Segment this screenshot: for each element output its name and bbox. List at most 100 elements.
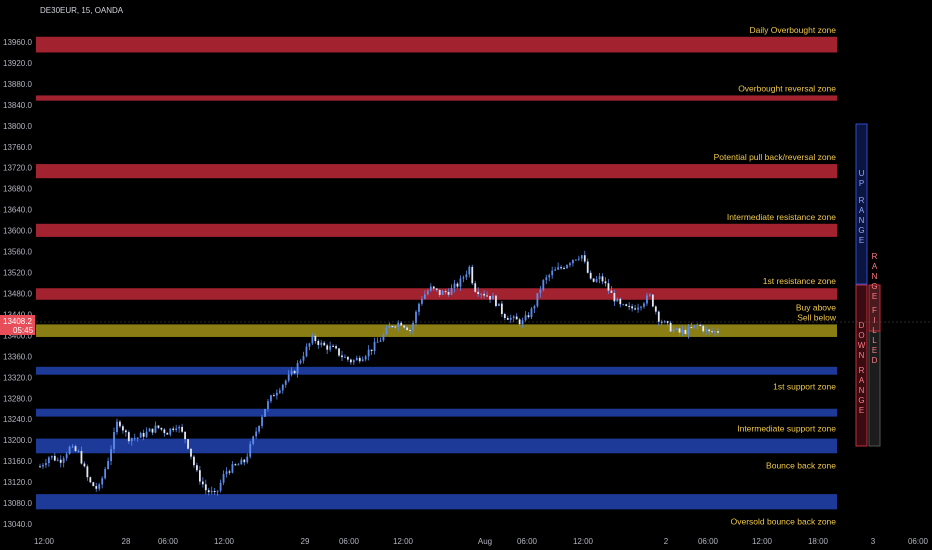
candle-body: [415, 311, 417, 323]
candle-body: [406, 327, 409, 331]
candle-body: [391, 326, 394, 328]
candle-body: [213, 490, 216, 492]
candle-body: [39, 466, 41, 468]
candle-body: [364, 356, 367, 360]
zones-layer: [36, 36, 837, 510]
candle-body: [637, 307, 639, 310]
candle-body: [121, 426, 124, 431]
candle-body: [296, 363, 299, 374]
candle-body: [711, 331, 713, 333]
candle-body: [302, 356, 305, 361]
candle-body: [376, 341, 379, 343]
range-filled-range-label: N: [872, 272, 878, 281]
range-down-label: N: [859, 351, 865, 360]
candle-body: [249, 443, 252, 457]
candle-body: [367, 349, 370, 357]
candle-body: [116, 421, 118, 432]
range-up-range-label: G: [858, 226, 864, 235]
zone-band-6: [36, 366, 837, 375]
candle-body: [252, 436, 255, 444]
candle-body: [272, 395, 275, 397]
range-filled-label: L: [872, 336, 877, 345]
range-filled-range-label: A: [872, 262, 878, 271]
candle-body: [53, 455, 56, 461]
range-up-range-label: R: [859, 196, 865, 205]
range-filled-label: E: [872, 346, 877, 355]
x-tick-14: 3: [871, 537, 876, 546]
price-tag: 13408.2 05:45: [0, 315, 35, 335]
candle-body: [577, 258, 580, 260]
candle-body: [388, 326, 391, 329]
x-tick-6: 12:00: [393, 537, 414, 546]
zone-band-2: [36, 164, 837, 179]
candle-body: [201, 481, 204, 485]
candle-body: [95, 486, 98, 489]
candle-body: [181, 426, 184, 432]
candle-body: [717, 331, 719, 333]
candle-body: [373, 341, 376, 351]
candle-body: [489, 295, 491, 300]
candle-body: [592, 278, 595, 282]
candle-body: [89, 477, 92, 483]
candle-body: [326, 345, 329, 350]
candle-body: [539, 289, 542, 294]
candle-body: [71, 446, 74, 448]
y-tick-16: 13680.0: [3, 185, 32, 194]
y-tick-23: 13960.0: [3, 38, 32, 47]
candle-body: [693, 325, 696, 328]
candle-body: [98, 484, 101, 489]
down-range-bar: [855, 284, 868, 447]
x-axis: 12:00 28 06:00 12:00 29 06:00 12:00 Aug 06:00 12:…: [34, 537, 929, 546]
candle-body: [382, 334, 385, 341]
candle-body: [193, 456, 195, 466]
candle-body: [643, 303, 645, 307]
candle-body: [495, 295, 497, 306]
zone-label-8: Bounce back zone: [766, 460, 836, 470]
candle-body: [130, 437, 133, 442]
zone-label-4: 1st resistance zone: [763, 276, 837, 286]
zone-label-2: Potential pull back/reversal zone: [714, 152, 837, 162]
x-tick-9: 12:00: [573, 537, 594, 546]
candle-body: [696, 324, 699, 326]
candle-body: [42, 465, 44, 467]
candle-body: [441, 291, 444, 295]
y-tick-22: 13920.0: [3, 59, 32, 68]
candle-body: [225, 471, 228, 475]
candle-body: [533, 306, 536, 309]
candle-body: [352, 360, 355, 363]
price-tag-box: [0, 315, 35, 335]
candle-body: [465, 274, 468, 278]
x-tick-10: 2: [664, 537, 669, 546]
range-filled-label: F: [872, 306, 877, 315]
candle-body: [589, 272, 592, 279]
candle-body: [477, 291, 480, 295]
candle-body: [190, 448, 192, 457]
x-tick-5: 06:00: [339, 537, 360, 546]
candle-body: [622, 304, 625, 306]
candle-body: [572, 259, 574, 264]
y-tick-19: 13800.0: [3, 122, 32, 131]
range-up-label: U: [859, 169, 865, 178]
candle-body: [344, 356, 346, 358]
candle-body: [110, 449, 112, 462]
candle-body: [308, 343, 311, 347]
candle-body: [160, 427, 163, 430]
zone-label-1: Overbought reversal zone: [738, 83, 836, 93]
range-filled-label: D: [872, 356, 878, 365]
range-down-range-label: R: [859, 366, 865, 375]
candle-body: [329, 345, 332, 350]
candle-body: [453, 283, 456, 288]
candle-body: [113, 431, 115, 450]
range-filled-portion: [868, 284, 881, 332]
range-up-range-label: E: [859, 236, 864, 245]
candle-body: [101, 478, 104, 485]
candle-body: [657, 311, 660, 322]
candle-body: [456, 283, 459, 287]
zone-label-7: Intermediate support zone: [737, 424, 836, 434]
candle-body: [512, 316, 515, 318]
candle-body: [613, 292, 616, 302]
x-tick-13: 18:00: [808, 537, 829, 546]
candle-body: [231, 464, 234, 473]
candle-body: [560, 267, 562, 269]
